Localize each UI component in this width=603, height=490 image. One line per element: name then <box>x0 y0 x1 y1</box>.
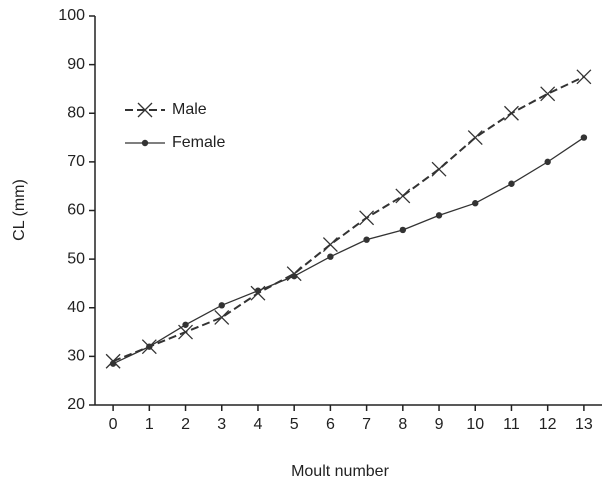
y-axis-label: CL (mm) <box>11 179 28 241</box>
legend-label: Female <box>172 134 225 151</box>
series-line <box>112 75 585 363</box>
legend-label: Male <box>172 101 207 118</box>
marker-x <box>359 210 375 226</box>
x-tick-label: 5 <box>290 416 299 433</box>
x-tick-label: 8 <box>398 416 407 433</box>
y-tick-label: 60 <box>67 202 85 219</box>
x-tick-label: 1 <box>145 416 154 433</box>
marker-dot <box>290 272 298 280</box>
y-tick-label: 70 <box>67 153 85 170</box>
x-tick-label: 11 <box>503 416 520 433</box>
marker-dot <box>218 302 225 309</box>
x-tick-label: 9 <box>435 416 444 433</box>
marker-x <box>467 130 483 146</box>
y-tick-label: 20 <box>67 396 85 413</box>
y-tick-label: 90 <box>67 56 85 73</box>
y-tick-label: 40 <box>67 299 85 316</box>
marker-dot <box>580 134 588 141</box>
x-tick-label: 10 <box>466 416 484 433</box>
y-tick-label: 100 <box>58 7 85 24</box>
marker-dot <box>363 236 370 243</box>
y-tick-label: 30 <box>67 348 85 365</box>
marker-dot <box>109 360 117 367</box>
marker-dot <box>472 200 479 207</box>
x-axis-label: Moult number <box>291 463 389 480</box>
x-tick-label: 3 <box>217 416 226 433</box>
x-tick-label: 12 <box>539 416 557 433</box>
y-tick-label: 80 <box>67 104 85 121</box>
marker-dot <box>141 139 149 147</box>
marker-dot <box>508 180 515 187</box>
x-tick-label: 6 <box>326 416 335 433</box>
marker-dot <box>146 343 153 350</box>
x-tick-label: 7 <box>362 416 371 433</box>
marker-dot <box>544 158 551 166</box>
marker-dot <box>399 226 407 234</box>
marker-dot <box>327 253 334 260</box>
x-tick-label: 2 <box>181 416 190 433</box>
x-tick-label: 0 <box>109 416 118 433</box>
marker-dot <box>182 321 189 328</box>
marker-x <box>540 86 556 102</box>
x-tick-label: 13 <box>575 416 593 433</box>
x-tick-label: 4 <box>254 416 263 433</box>
marker-x <box>395 188 411 204</box>
marker-dot <box>254 287 262 294</box>
marker-x <box>214 310 230 325</box>
series-line <box>112 137 585 365</box>
y-tick-label: 50 <box>67 250 85 267</box>
marker-x <box>576 69 592 85</box>
marker-x <box>322 237 338 252</box>
marker-x <box>431 161 447 177</box>
marker-x <box>504 105 519 121</box>
marker-x <box>137 102 153 118</box>
marker-dot <box>435 212 443 219</box>
